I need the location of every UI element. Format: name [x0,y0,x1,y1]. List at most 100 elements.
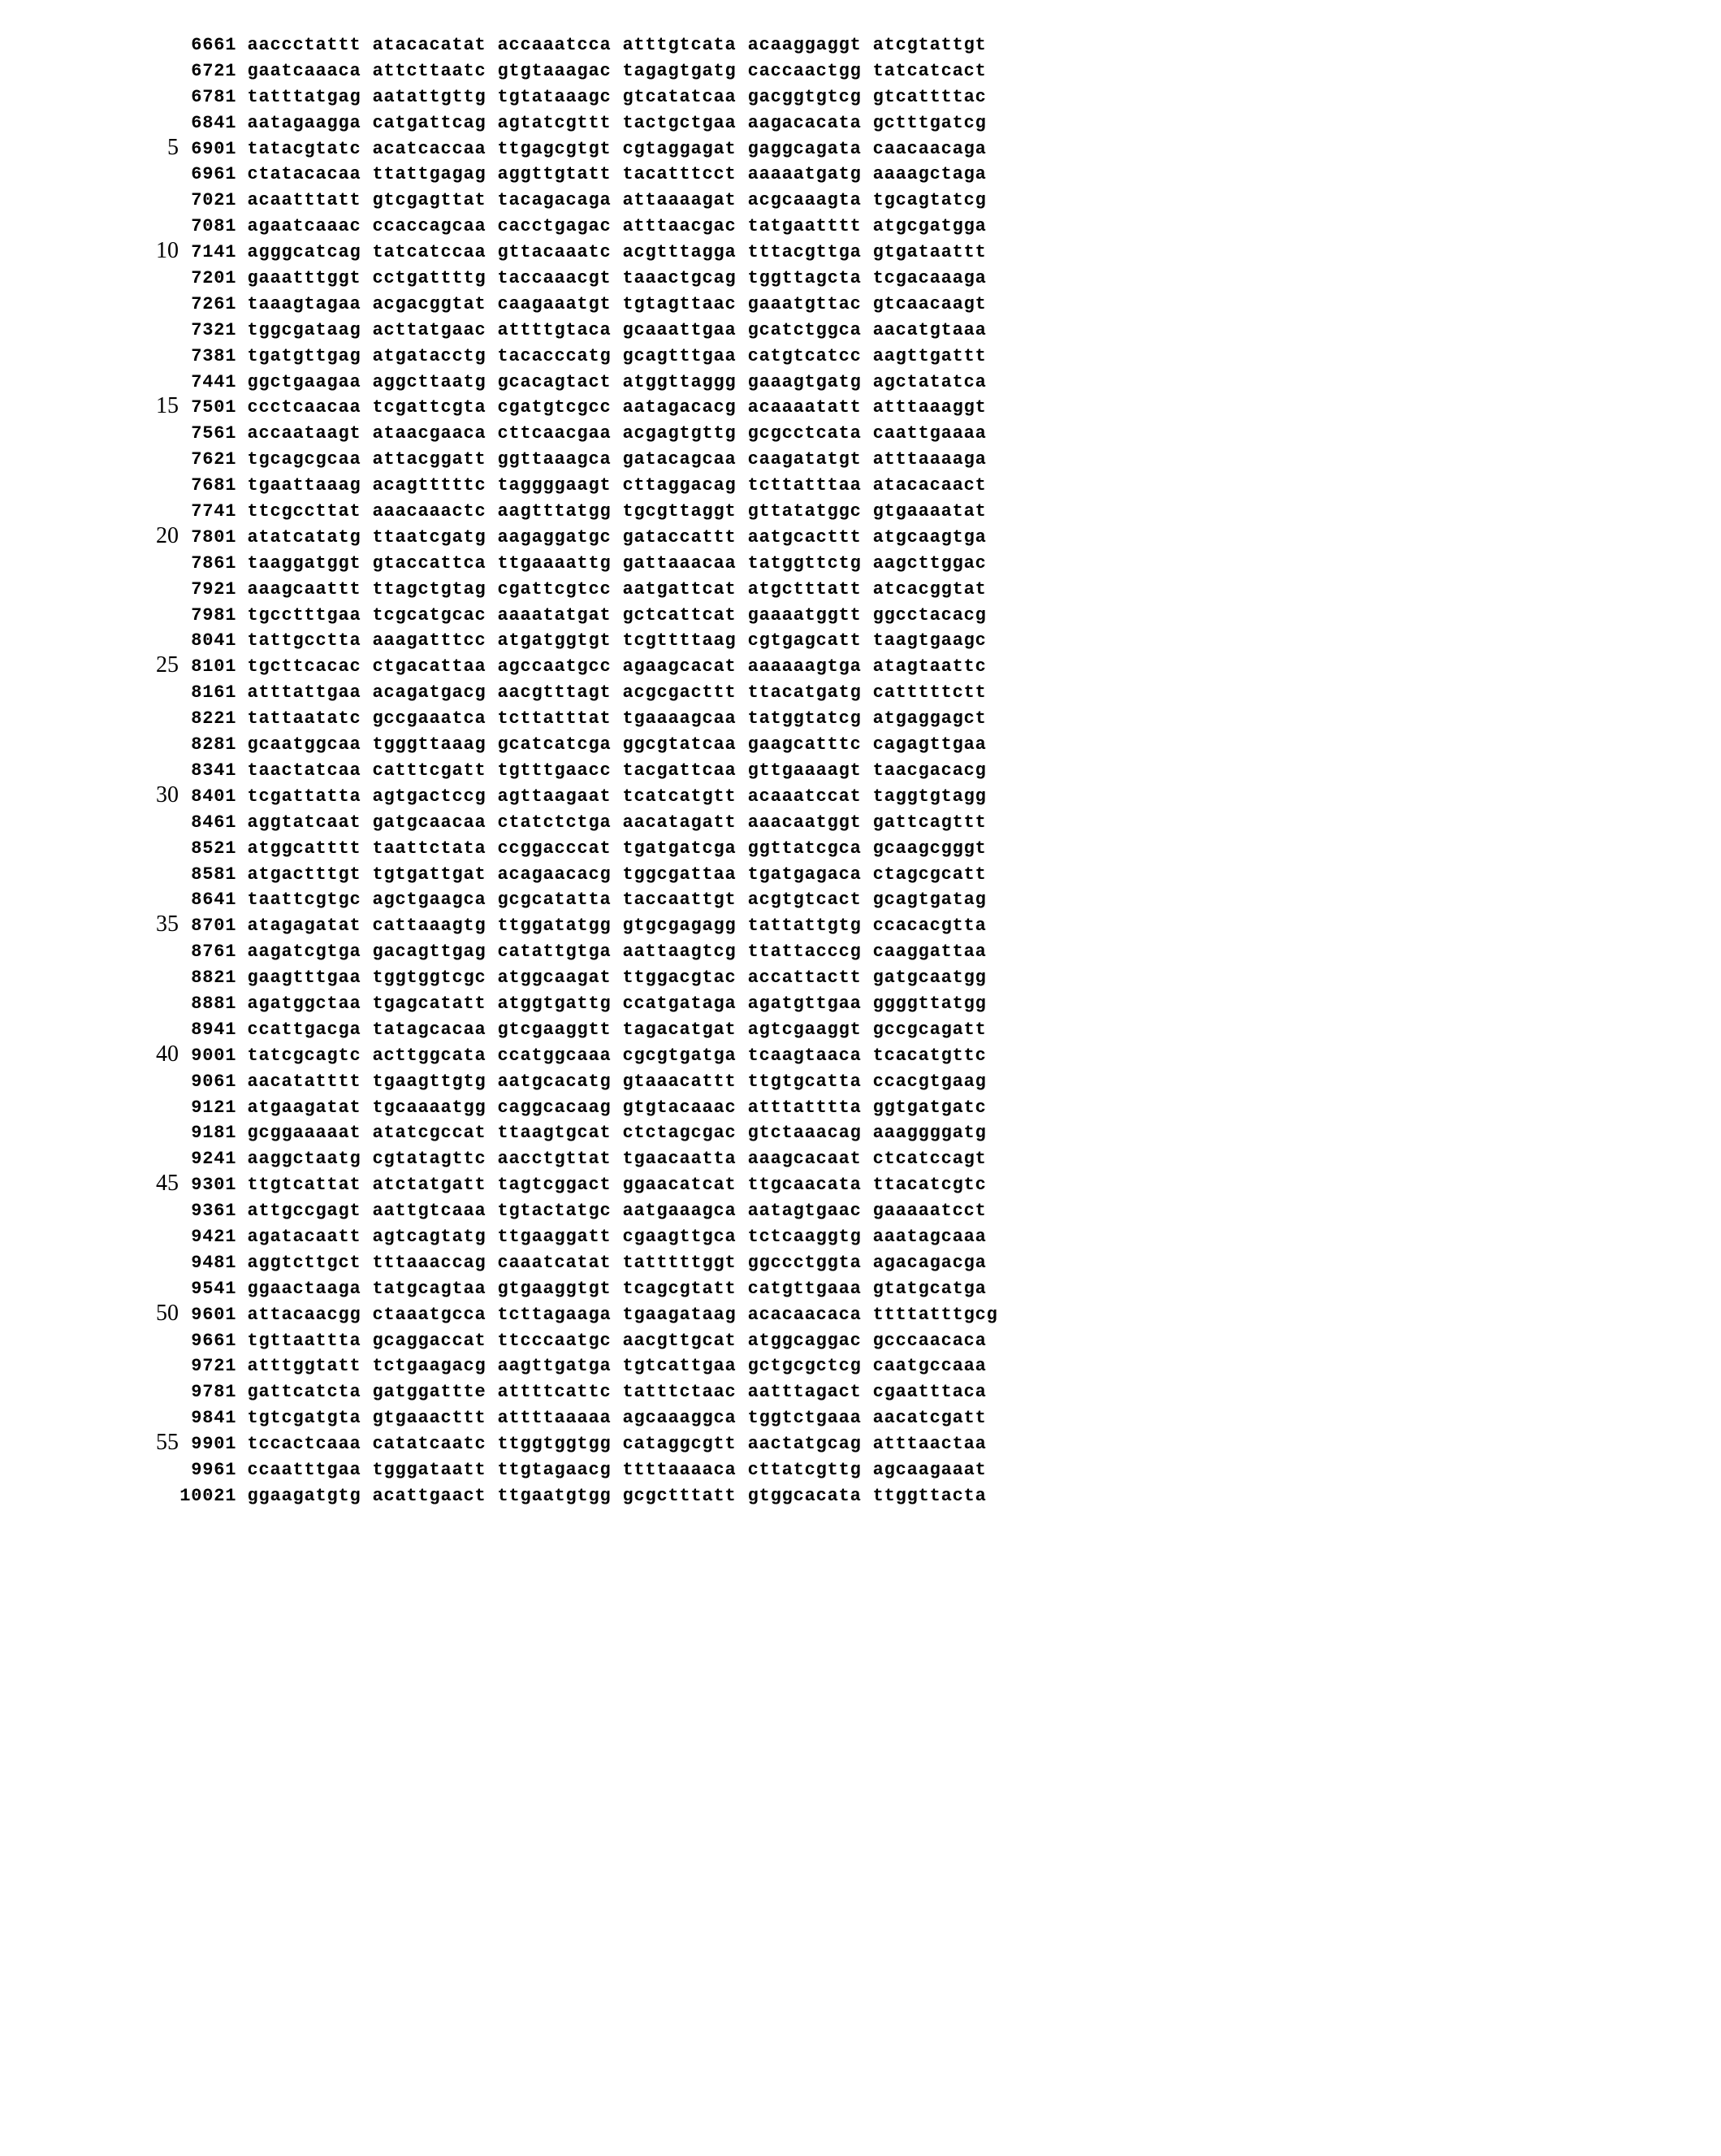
margin-number: 40 [156,1043,179,1066]
sequence-row: 9841 tgtcgatgta gtgaaacttt attttaaaaa agc… [179,1405,1672,1431]
sequence-row: 8161 atttattgaa acagatgacg aacgtttagt acg… [179,680,1672,706]
sequence-position: 9421 [179,1224,236,1250]
sequence-row: 9361 attgccgagt aattgtcaaa tgtactatgc aat… [179,1198,1672,1224]
sequence-position: 6661 [179,32,236,58]
sequence-position: 7381 [179,344,236,370]
sequence-bases: ccctcaacaa tcgattcgta cgatgtcgcc aatagac… [247,397,986,418]
sequence-bases: atgactttgt tgtgattgat acagaacacg tggcgat… [247,864,986,885]
sequence-bases: gaagtttgaa tggtggtcgc atggcaagat ttggacg… [247,968,986,988]
sequence-bases: tcgattatta agtgactccg agttaagaat tcatcat… [247,786,986,807]
sequence-row: 7801atatcatatg ttaatcgatg aagaggatgc gat… [179,525,1672,551]
sequence-position: 8641 [179,887,236,913]
sequence-position: 8941 [179,1017,236,1043]
sequence-bases: ttcgccttat aaacaaactc aagtttatgg tgcgtta… [247,501,986,522]
sequence-bases: tatcgcagtc acttggcata ccatggcaaa cgcgtga… [247,1046,986,1066]
sequence-position: 7021 [179,188,236,214]
sequence-position: 6721 [179,58,236,84]
sequence-position: 6841 [179,110,236,136]
sequence-position: 9841 [179,1405,236,1431]
sequence-row: 8101tgcttcacac ctgacattaa agccaatgcc aga… [179,654,1672,680]
sequence-position: 8881 [179,991,236,1017]
sequence-bases: aagatcgtga gacagttgag catattgtga aattaag… [247,942,986,962]
sequence-position: 8761 [179,939,236,965]
sequence-bases: attgccgagt aattgtcaaa tgtactatgc aatgaaa… [247,1201,986,1221]
sequence-row: 7741ttcgccttat aaacaaactc aagtttatgg tgc… [179,499,1672,525]
sequence-position: 8041 [179,628,236,654]
sequence-row: 9721atttggtatt tctgaagacg aagttgatga tgt… [179,1353,1672,1379]
sequence-row: 8761 aagatcgtga gacagttgag catattgtga aat… [179,939,1672,965]
sequence-bases: accaataagt ataacgaaca cttcaacgaa acgagtg… [247,423,986,444]
sequence-bases: atttggtatt tctgaagacg aagttgatga tgtcatt… [247,1356,986,1376]
sequence-bases: ggctgaagaa aggcttaatg gcacagtact atggtta… [247,372,986,392]
sequence-position: 9001 [179,1043,236,1069]
sequence-position: 8461 [179,810,236,836]
margin-number: 25 [156,654,179,677]
sequence-bases: ccattgacga tatagcacaa gtcgaaggtt tagacat… [247,1020,986,1040]
sequence-row: 8461 aggtatcaat gatgcaacaa ctatctctga aac… [179,810,1672,836]
sequence-position: 7321 [179,318,236,344]
sequence-row: 6781tatttatgag aatattgttg tgtataaagc gtc… [179,84,1672,110]
sequence-row: 7081agaatcaaac ccaccagcaa cacctgagac att… [179,214,1672,240]
sequence-position: 8221 [179,706,236,732]
sequence-row: 7501ccctcaacaa tcgattcgta cgatgtcgcc aat… [179,395,1672,421]
sequence-position: 7921 [179,577,236,603]
sequence-bases: aggtcttgct tttaaaccag caaatcatat tattttt… [247,1253,986,1273]
sequence-position: 9361 [179,1198,236,1224]
sequence-bases: atagagatat cattaaagtg ttggatatgg gtgcgag… [247,916,986,936]
sequence-position: 9481 [179,1250,236,1276]
sequence-bases: agggcatcag tatcatccaa gttacaaatc acgttta… [247,242,986,262]
sequence-bases: aaggctaatg cgtatagttc aacctgttat tgaacaa… [247,1149,986,1169]
sequence-row: 6661aaccctattt atacacatat accaaatcca att… [179,32,1672,58]
sequence-row: 9301ttgtcattat atctatgatt tagtcggact gga… [179,1172,1672,1198]
sequence-row: 8041tattgcctta aaagatttcc atgatggtgt tcg… [179,628,1672,654]
sequence-position: 8821 [179,965,236,991]
sequence-row: 7861taaggatggt gtaccattca ttgaaaattg gat… [179,551,1672,577]
sequence-row: 8221 tattaatatc gccgaaatca tcttatttat tga… [179,706,1672,732]
sequence-row: 9781gattcatcta gatggattte attttcattc tat… [179,1379,1672,1405]
margin-number: 50 [156,1302,179,1325]
sequence-bases: tgtcgatgta gtgaaacttt attttaaaaa agcaaag… [247,1408,986,1428]
sequence-position: 9661 [179,1328,236,1354]
sequence-row: 10021ggaagatgtg acattgaact ttgaatgtgg gc… [179,1483,1672,1509]
sequence-position: 7561 [179,421,236,447]
sequence-position: 8341 [179,758,236,784]
sequence-block: 6661aaccctattt atacacatat accaaatcca att… [179,32,1672,1509]
sequence-position: 7621 [179,447,236,473]
sequence-position: 10021 [179,1483,236,1509]
sequence-position: 8401 [179,784,236,810]
sequence-bases: tgcagcgcaa attacggatt ggttaaagca gatacag… [247,449,986,470]
sequence-row: 7201gaaatttggt cctgattttg taccaaacgt taa… [179,266,1672,292]
sequence-position: 9181 [179,1120,236,1146]
sequence-bases: tgaattaaag acagtttttc taggggaagt cttagga… [247,475,986,496]
margin-number: 5 [167,136,179,159]
sequence-row: 9421agatacaatt agtcagtatg ttgaaggatt cga… [179,1224,1672,1250]
sequence-position: 9121 [179,1095,236,1121]
sequence-position: 9961 [179,1457,236,1483]
sequence-bases: ccaatttgaa tgggataatt ttgtagaacg ttttaaa… [247,1460,986,1480]
sequence-position: 8281 [179,732,236,758]
margin-number: 20 [156,525,179,548]
sequence-bases: gcggaaaaat atatcgccat ttaagtgcat ctctagc… [247,1123,986,1143]
sequence-row: 9181 gcggaaaaat atatcgccat ttaagtgcat ctc… [179,1120,1672,1146]
sequence-row: 7381tgatgttgag atgatacctg tacacccatg gca… [179,344,1672,370]
sequence-bases: atggcatttt taattctata ccggacccat tgatgat… [247,838,986,859]
sequence-position: 9541 [179,1276,236,1302]
sequence-position: 6961 [179,162,236,188]
sequence-bases: atttattgaa acagatgacg aacgtttagt acgcgac… [247,682,986,703]
sequence-row: 8881agatggctaa tgagcatatt atggtgattg cca… [179,991,1672,1017]
sequence-row: 9481 aggtcttgct tttaaaccag caaatcatat tat… [179,1250,1672,1276]
sequence-bases: ttgtcattat atctatgatt tagtcggact ggaacat… [247,1175,986,1195]
sequence-bases: tatttatgag aatattgttg tgtataaagc gtcatat… [247,87,986,107]
sequence-position: 7981 [179,603,236,629]
sequence-position: 8161 [179,680,236,706]
sequence-position: 9781 [179,1379,236,1405]
sequence-bases: tattaatatc gccgaaatca tcttatttat tgaaaag… [247,708,986,729]
margin-number: 30 [156,784,179,807]
sequence-bases: attacaacgg ctaaatgcca tcttagaaga tgaagat… [247,1305,997,1325]
sequence-row: 7021acaatttatt gtcgagttat tacagacaga att… [179,188,1672,214]
sequence-bases: gaatcaaaca attcttaatc gtgtaaagac tagagtg… [247,61,986,81]
sequence-row: 7141agggcatcag tatcatccaa gttacaaatc acg… [179,240,1672,266]
sequence-row: 8581atgactttgt tgtgattgat acagaacacg tgg… [179,862,1672,888]
sequence-position: 7201 [179,266,236,292]
sequence-bases: aggtatcaat gatgcaacaa ctatctctga aacatag… [247,812,986,833]
